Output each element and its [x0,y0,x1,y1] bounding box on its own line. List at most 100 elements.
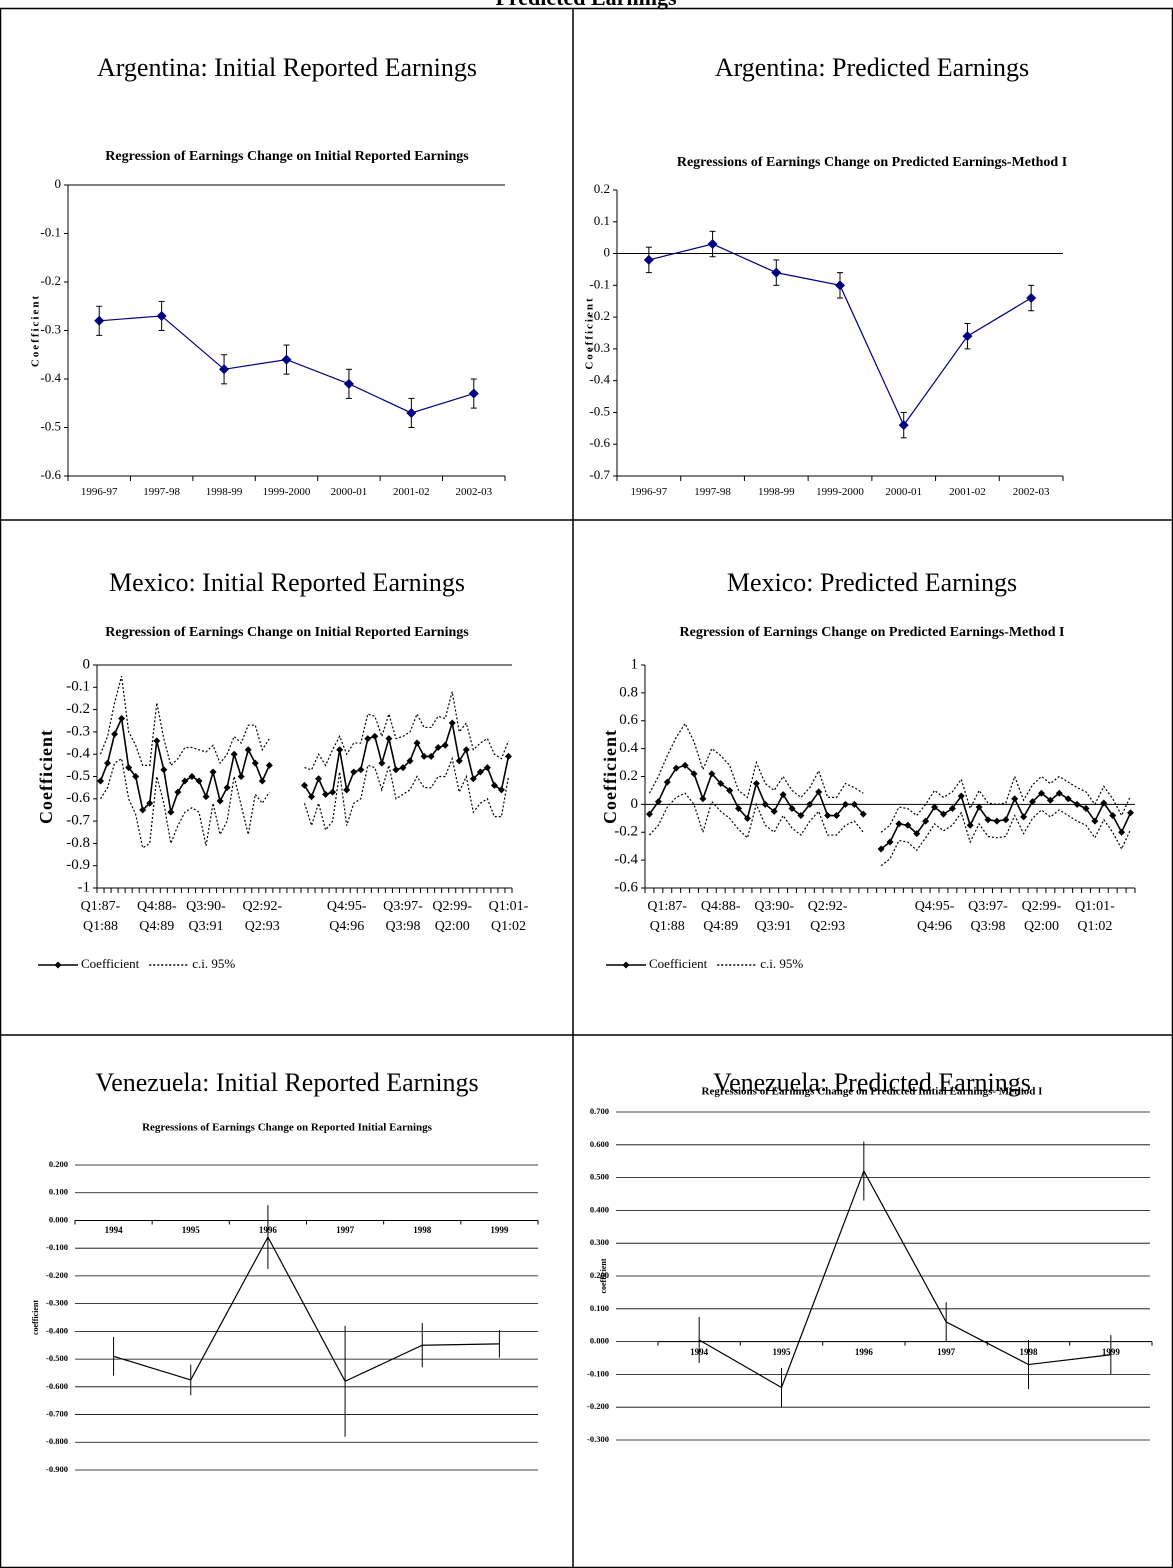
marker [244,746,252,754]
marker [962,331,973,342]
marker [859,810,867,818]
y-tick-label: 1 [631,656,639,672]
marker [385,735,393,743]
marker [770,807,778,815]
panel-title: Venezuela: Initial Reported Earnings [95,1068,478,1097]
panel-title: Mexico: Predicted Earnings [727,568,1017,597]
x-tick-label: 1998 [413,1225,432,1236]
marker [850,800,858,808]
chart-title: Regressions of Earnings Change on Predic… [677,155,1067,170]
marker [357,766,365,774]
y-tick-label: -0.700 [46,1408,68,1418]
marker [97,777,105,785]
marker [219,364,230,375]
marker [448,719,456,727]
marker [406,757,414,765]
y-tick-label: 0 [55,176,62,191]
x-tick-label: Q3:90- Q3:91 [754,899,795,935]
y-tick-label: -0.800 [46,1436,68,1446]
marker [223,784,231,792]
marker [931,803,939,811]
marker [957,792,965,800]
y-tick-label: -0.200 [587,1401,609,1411]
y-tick-label: -0.2 [614,824,638,840]
marker [209,768,217,776]
series-line [648,722,1132,833]
x-tick-label: 1995 [772,1346,791,1357]
x-tick-label: Q2:92- Q2:93 [242,899,283,935]
x-tick-label: 1999-2000 [816,486,864,498]
marker [497,786,505,794]
marker [469,775,477,783]
marker [237,773,245,780]
marker [202,793,210,801]
y-tick-label: 0.700 [590,1106,609,1116]
marker [1082,805,1090,813]
marker [399,764,407,772]
y-tick-label: -0.8 [66,835,90,851]
series-line [649,792,1132,867]
x-tick-label: Q1:87- Q1:88 [80,899,121,935]
marker [735,805,743,813]
y-tick-label: -0.6 [614,879,638,895]
series-line [99,715,510,813]
y-axis-label: Coefficient [584,296,596,369]
panel-title: Argentina: Initial Reported Earnings [97,53,477,82]
marker [752,779,760,787]
x-tick-label: 1996 [258,1225,277,1236]
y-tick-label: 0.100 [49,1187,68,1197]
y-tick-label: 0.1 [594,213,610,228]
x-tick-label: Q4:95- Q4:96 [914,899,955,935]
marker [663,778,671,786]
marker [94,315,105,326]
marker [1073,800,1081,808]
marker [468,388,479,399]
x-tick-label: Q1:01- Q1:02 [488,899,529,935]
marker [1029,798,1037,806]
y-tick-label: -0.5 [589,403,610,418]
marker [1020,813,1028,821]
marker [806,800,814,808]
marker [895,820,903,828]
marker [308,793,316,801]
marker [877,845,885,853]
y-tick-label: -0.6 [589,435,610,450]
marker [743,814,751,822]
x-tick-label: 2002-03 [1012,486,1050,498]
chart-title: Regression of Earnings Change on Initial… [105,149,469,164]
x-tick-label: 1998 [1019,1346,1038,1357]
marker [1118,828,1126,836]
y-axis-label: Coefficient [600,729,620,824]
panel-title: Mexico: Initial Reported Earnings [109,568,465,597]
table-border [0,7,1173,1568]
legend-marker [54,961,62,969]
x-tick-label: Q1:01- Q1:02 [1075,899,1115,935]
marker [984,816,992,824]
marker [364,735,372,743]
x-tick-label: Q1:87- Q1:88 [647,899,688,935]
x-tick-label: 1997 [937,1346,956,1357]
y-tick-label: 0.200 [590,1270,609,1280]
marker [476,768,484,776]
panel-title: Venezuela: Predicted Earnings [713,1068,1031,1097]
marker [504,752,512,760]
marker [797,812,805,820]
y-axis-label: coefficient [31,1300,40,1335]
marker [153,737,161,745]
marker [717,779,725,787]
y-tick-label: -0.1 [40,224,61,239]
y-tick-label: -0.600 [46,1381,68,1391]
marker [160,766,168,774]
y-tick-label: -0.1 [589,276,610,291]
y-tick-label: 0.600 [590,1139,609,1149]
x-tick-label: Q2:99- Q2:00 [432,899,473,935]
marker [483,764,491,772]
marker [301,781,308,789]
y-tick-label: 0.200 [49,1159,68,1169]
marker [378,759,386,767]
x-tick-label: 2000-01 [330,486,368,498]
x-tick-label: 1997-98 [143,486,180,498]
x-tick-label: Q3:97- Q3:98 [383,899,423,935]
marker [1026,293,1037,304]
